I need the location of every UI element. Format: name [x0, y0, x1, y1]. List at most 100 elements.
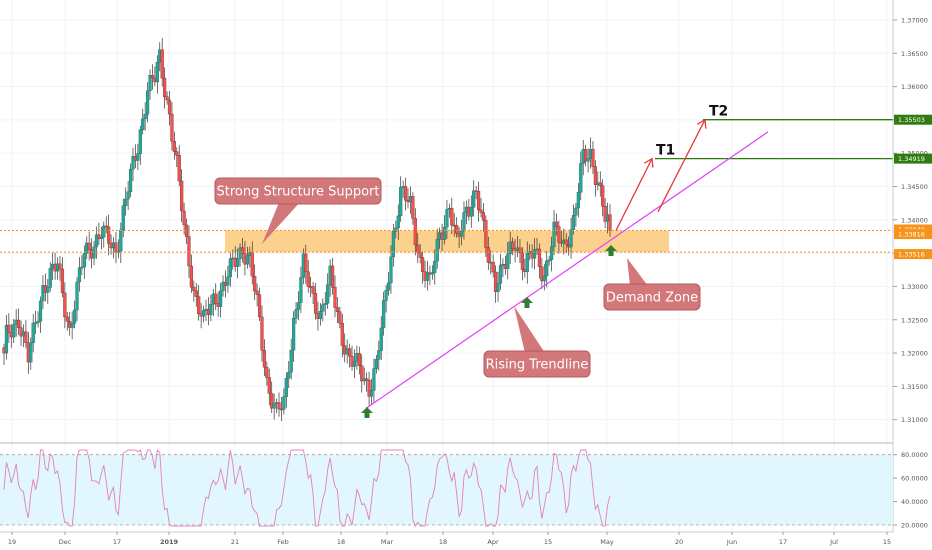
candle-body: [372, 368, 376, 391]
candle-body: [292, 317, 296, 351]
candle-body: [520, 252, 524, 270]
candle-body: [532, 249, 537, 259]
callout-strong-structure-support[interactable]: Strong Structure Support: [214, 177, 382, 244]
candle-body: [311, 286, 315, 294]
candle-body: [591, 148, 595, 167]
price-level-lines: [0, 119, 893, 253]
up-arrow-markers: [361, 245, 617, 418]
candle-body: [486, 247, 490, 263]
candle-body: [545, 260, 549, 277]
candle-body: [430, 272, 434, 275]
candle-body: [491, 261, 495, 273]
arrow-to-t2-head: [696, 118, 707, 129]
candle-body: [253, 275, 257, 292]
candle-body: [150, 75, 155, 79]
candle-body: [17, 319, 21, 329]
candle-body: [574, 207, 578, 216]
candle-body: [138, 129, 142, 154]
candle-body: [445, 209, 449, 228]
candle-body: [167, 99, 172, 115]
price-tick-label: 1.33000: [901, 283, 928, 291]
candle-body: [175, 151, 179, 156]
time-tick-label: 19: [8, 538, 16, 546]
price-tick-label: 1.36500: [901, 50, 928, 58]
candle-body: [228, 258, 232, 278]
price-tick-label: 1.34000: [901, 216, 928, 224]
price-tag-label: 1.33516: [898, 251, 925, 259]
candle-body: [321, 304, 325, 312]
callout-text: Demand Zone: [606, 291, 698, 306]
candle-body: [282, 396, 286, 410]
candle-body: [323, 303, 327, 305]
price-tag-box: [894, 229, 932, 240]
candle-body: [172, 141, 176, 152]
candle-body: [593, 166, 597, 185]
callout-rising-trendline[interactable]: Rising Trendline: [483, 306, 591, 378]
projection-arrows: [615, 118, 707, 231]
candle-body: [313, 293, 318, 314]
candle-body: [221, 281, 225, 292]
candle-body: [257, 294, 262, 318]
time-tick-label: Dec: [59, 538, 72, 546]
candle-body: [394, 227, 398, 232]
candle-body: [99, 236, 103, 240]
candle-body: [70, 323, 74, 328]
candle-body: [82, 253, 86, 268]
candle-body: [80, 266, 84, 269]
candle-body: [374, 359, 378, 369]
candle-body: [326, 284, 330, 304]
candle-body: [131, 156, 135, 170]
candle-body: [540, 266, 544, 282]
price-tag-label: 1.33816: [898, 231, 925, 239]
rising-trendline[interactable]: [365, 131, 769, 409]
candle-body: [287, 371, 291, 379]
candle-body: [121, 205, 125, 231]
candle-body: [284, 378, 288, 397]
time-tick-label: Jul: [829, 538, 838, 546]
candle-body: [357, 353, 361, 366]
candle-body: [552, 221, 556, 248]
callout-text: Rising Trendline: [486, 358, 589, 373]
price-tag-label: 1.34919: [898, 155, 925, 163]
price-tick-label: 1.32000: [901, 350, 928, 358]
candle-body: [143, 113, 147, 120]
candle-body: [250, 252, 254, 277]
candle-body: [255, 290, 259, 295]
candle-body: [4, 324, 9, 354]
time-tick-label: 15: [544, 538, 552, 546]
candle-body: [260, 316, 264, 351]
candle-body: [557, 226, 561, 243]
candle-body: [87, 242, 91, 250]
candle-body: [435, 239, 439, 262]
price-tag-box: [894, 153, 932, 164]
candle-body: [124, 198, 128, 206]
candle-body: [60, 268, 65, 294]
callout-demand-zone[interactable]: Demand Zone: [603, 258, 701, 311]
candle-body: [413, 218, 417, 246]
candle-body: [421, 257, 425, 272]
target-t2-label: T2: [709, 104, 728, 120]
arrow-to-t1-head: [643, 157, 654, 168]
candle-body: [114, 242, 118, 253]
candle-body: [586, 158, 590, 162]
candle-body: [31, 322, 35, 343]
candle-body: [472, 190, 476, 208]
time-tick-label: 17: [779, 538, 787, 546]
candle-body: [360, 365, 364, 382]
oscillator-axis[interactable]: 80.0000 60.0000 40.0000 20.0000: [893, 451, 928, 529]
candle-body: [377, 350, 381, 360]
candle-body: [455, 225, 459, 234]
candle-body: [318, 311, 322, 319]
candle-body: [209, 303, 213, 315]
osc-tick-label: 20.0000: [901, 521, 928, 529]
candle-body: [7, 324, 11, 333]
candle-body: [391, 231, 395, 258]
candle-body: [36, 320, 40, 323]
time-tick-label: 20: [675, 538, 683, 546]
candle-body: [262, 350, 267, 368]
candle-body: [163, 77, 167, 98]
candle-body: [48, 268, 52, 288]
candle-body: [270, 393, 274, 409]
time-axis[interactable]: 19 Dec 17 2019 21 Feb 18 Mar 18 Apr 15 May 20 Jun 17 Ju…: [8, 532, 891, 546]
